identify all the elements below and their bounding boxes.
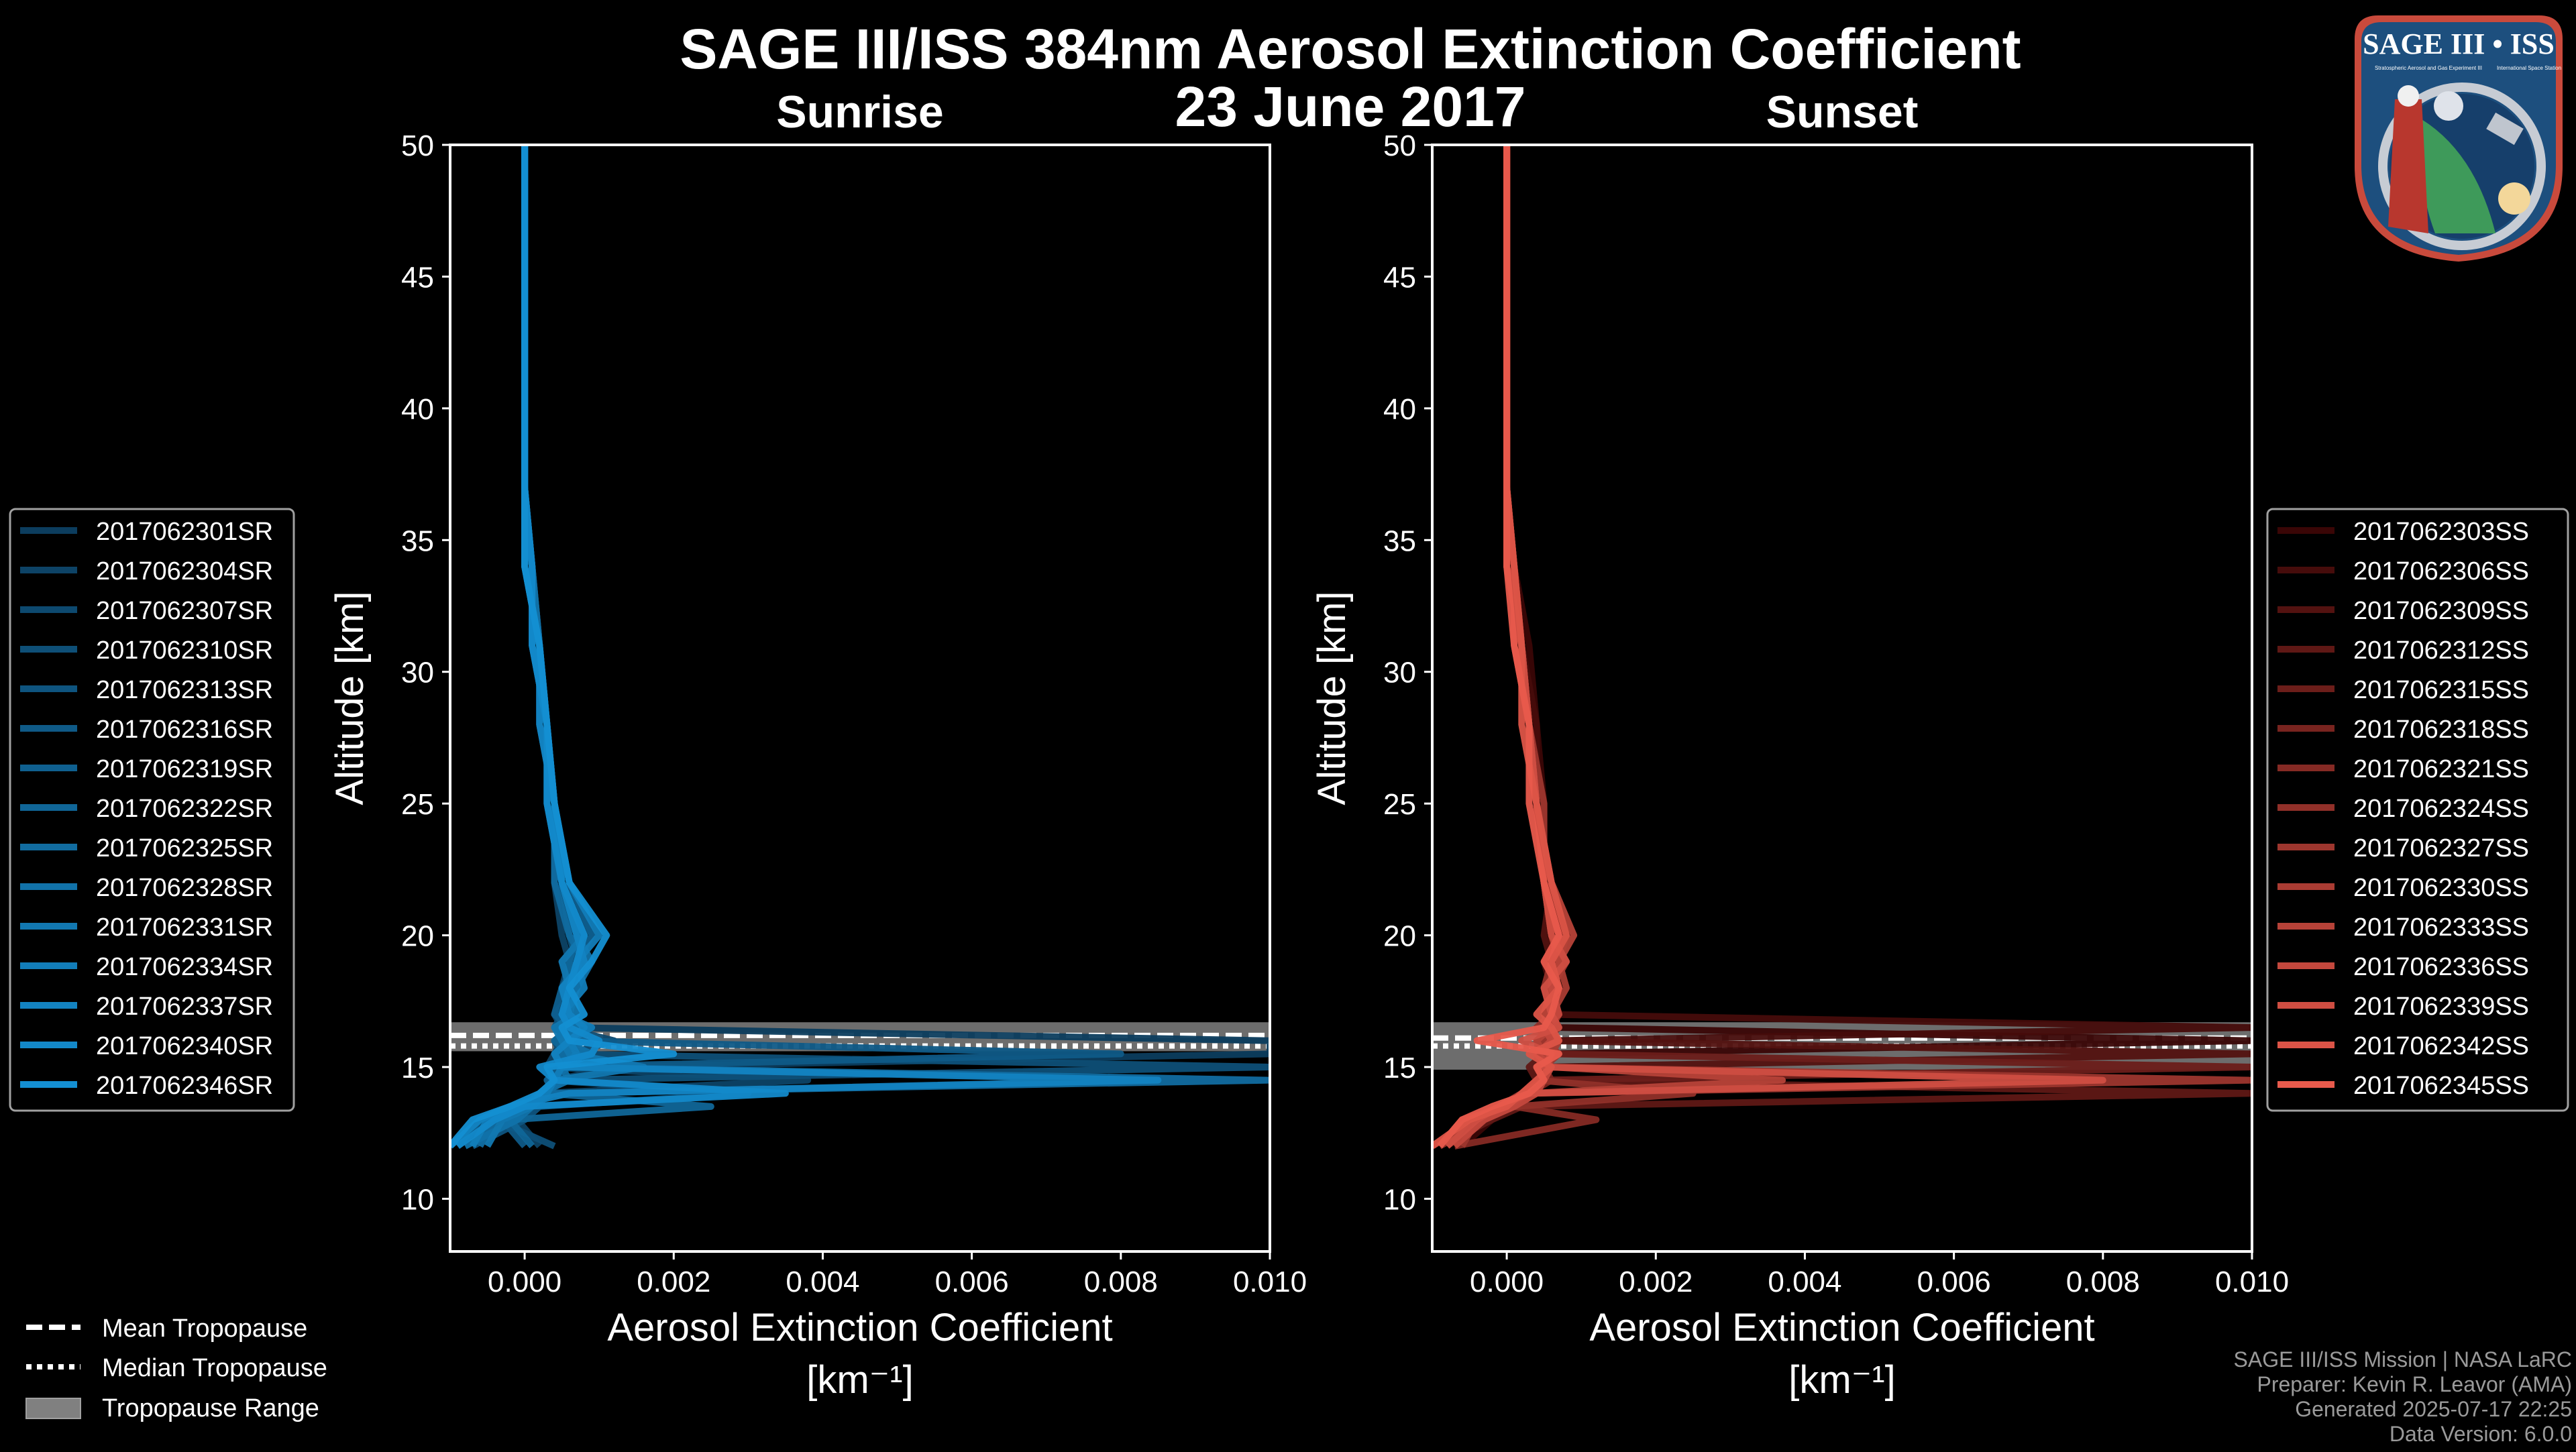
x-tick-label: 0.008 [1084, 1266, 1158, 1298]
tropopause-legend: Mean Tropopause Median Tropopause Tropop… [25, 1315, 327, 1422]
legend-median-tropopause-label: Median Tropopause [102, 1354, 327, 1382]
y-axis-label: Altitude [km] [1310, 591, 1354, 805]
logo-subtitle-right: International Space Station [2497, 65, 2561, 71]
legend-label: 2017062313SR [96, 676, 273, 704]
x-axis-unit: [km⁻¹] [806, 1358, 913, 1402]
legend-label: 2017062324SS [2353, 795, 2529, 823]
sunrise-axes-frame [449, 144, 1271, 1253]
legend-label: 2017062304SR [96, 557, 273, 585]
legend-label: 2017062333SS [2353, 913, 2529, 942]
y-tick-label: 45 [401, 261, 434, 294]
y-tick-label: 45 [1383, 261, 1416, 294]
legend-label: 2017062315SS [2353, 676, 2529, 704]
sunrise-legend: 2017062301SR 2017062304SR 2017062307SR 2017… [9, 508, 295, 1112]
x-tick-label: 0.002 [1619, 1266, 1693, 1298]
legend-label: 2017062321SS [2353, 755, 2529, 783]
figure-title: SAGE III/ISS 384nm Aerosol Extinction Co… [680, 17, 2021, 80]
sunset-panel: Sunset 0.000 0.002 0.004 0.006 0.008 0.010 10 15… [1310, 87, 2569, 1402]
legend-label: 2017062306SS [2353, 557, 2529, 585]
footer-data-version: Data Version: 6.0.0 [2390, 1422, 2572, 1446]
profile-line-2017062345SS [1437, 145, 1562, 1149]
logo-subtitle-left: Stratospheric Aerosol and Gas Experiment… [2375, 65, 2482, 71]
sunset-panel-title: Sunset [1766, 87, 1919, 137]
y-tick-label: 10 [401, 1183, 434, 1216]
sage-iii-iss-logo: SAGE III • ISS Stratospheric Aerosol and… [2355, 15, 2563, 262]
y-tick-label: 25 [1383, 788, 1416, 821]
y-tick-label: 40 [1383, 393, 1416, 426]
legend-label: 2017062312SS [2353, 636, 2529, 665]
legend-label: 2017062327SS [2353, 834, 2529, 862]
legend-label: 2017062303SS [2353, 518, 2529, 546]
footer: SAGE III/ISS Mission | NASA LaRC Prepare… [2234, 1347, 2572, 1446]
legend-label: 2017062316SR [96, 716, 273, 744]
legend-label: 2017062331SR [96, 913, 273, 942]
y-tick-label: 30 [401, 657, 434, 689]
legend-label: 2017062309SS [2353, 597, 2529, 625]
sunset-plot-area [1432, 145, 2252, 1150]
sunrise-panel: Sunrise 0.000 0.002 0.004 0.006 0.008 0.010 10 1… [9, 87, 1307, 1402]
x-tick-label: 0.000 [1470, 1266, 1544, 1298]
legend-label: 2017062339SS [2353, 993, 2529, 1021]
legend-box [9, 508, 295, 1112]
legend-label: 2017062328SR [96, 874, 273, 902]
sunset-legend: 2017062303SS 2017062306SS 2017062309SS 2017… [2266, 508, 2569, 1112]
y-tick-label: 15 [401, 1052, 434, 1084]
legend-label: 2017062301SR [96, 518, 273, 546]
sunrise-panel-title: Sunrise [776, 87, 943, 137]
x-tick-label: 0.000 [488, 1266, 561, 1298]
y-tick-label: 35 [1383, 524, 1416, 557]
x-tick-label: 0.004 [786, 1266, 859, 1298]
x-tick-label: 0.006 [1917, 1266, 1991, 1298]
x-axis-unit: [km⁻¹] [1788, 1358, 1895, 1402]
legend-mean-tropopause-label: Mean Tropopause [102, 1315, 307, 1343]
x-tick-label: 0.008 [2066, 1266, 2140, 1298]
y-tick-label: 50 [1383, 129, 1416, 162]
legend-label: 2017062319SR [96, 755, 273, 783]
y-tick-label: 50 [401, 129, 434, 162]
footer-generated: Generated 2025-07-17 22:25 [2295, 1397, 2572, 1421]
footer-mission: SAGE III/ISS Mission | NASA LaRC [2234, 1347, 2572, 1372]
x-tick-label: 0.010 [2215, 1266, 2289, 1298]
sunset-axes-frame [1431, 144, 2253, 1253]
logo-title: SAGE III • ISS [2363, 27, 2555, 60]
y-tick-label: 20 [1383, 920, 1416, 953]
y-tick-label: 35 [401, 524, 434, 557]
legend-label: 2017062345SS [2353, 1072, 2529, 1100]
legend-label: 2017062318SS [2353, 716, 2529, 744]
y-tick-label: 25 [401, 788, 434, 821]
y-tick-label: 15 [1383, 1052, 1416, 1084]
x-tick-label: 0.004 [1768, 1266, 1841, 1298]
legend-label: 2017062346SR [96, 1072, 273, 1100]
legend-label: 2017062336SS [2353, 953, 2529, 981]
x-tick-label: 0.006 [935, 1266, 1009, 1298]
y-tick-label: 20 [401, 920, 434, 953]
sunrise-plot-area [450, 145, 1270, 1150]
x-tick-label: 0.010 [1233, 1266, 1307, 1298]
profile-line-2017062346SR [450, 145, 678, 1149]
figure-date: 23 June 2017 [1175, 75, 1525, 138]
legend-tropopause-range-label: Tropopause Range [102, 1394, 319, 1422]
legend-label: 2017062342SS [2353, 1032, 2529, 1060]
x-tick-label: 0.002 [637, 1266, 710, 1298]
y-tick-label: 40 [401, 393, 434, 426]
legend-label: 2017062310SR [96, 636, 273, 665]
y-tick-label: 10 [1383, 1183, 1416, 1216]
y-axis-label: Altitude [km] [328, 591, 372, 805]
legend-box [2266, 508, 2569, 1112]
x-axis-label: Aerosol Extinction Coefficient [1589, 1306, 2094, 1349]
footer-preparer: Preparer: Kevin R. Leavor (AMA) [2257, 1372, 2573, 1396]
legend-label: 2017062307SR [96, 597, 273, 625]
x-axis-label: Aerosol Extinction Coefficient [607, 1306, 1112, 1349]
legend-label: 2017062322SR [96, 795, 273, 823]
legend-tropopause-range-swatch [25, 1398, 81, 1419]
legend-label: 2017062334SR [96, 953, 273, 981]
legend-label: 2017062325SR [96, 834, 273, 862]
legend-label: 2017062340SR [96, 1032, 273, 1060]
legend-label: 2017062330SS [2353, 874, 2529, 902]
legend-label: 2017062337SR [96, 993, 273, 1021]
profile-line-2017062340SR [455, 145, 789, 1149]
y-tick-label: 30 [1383, 657, 1416, 689]
